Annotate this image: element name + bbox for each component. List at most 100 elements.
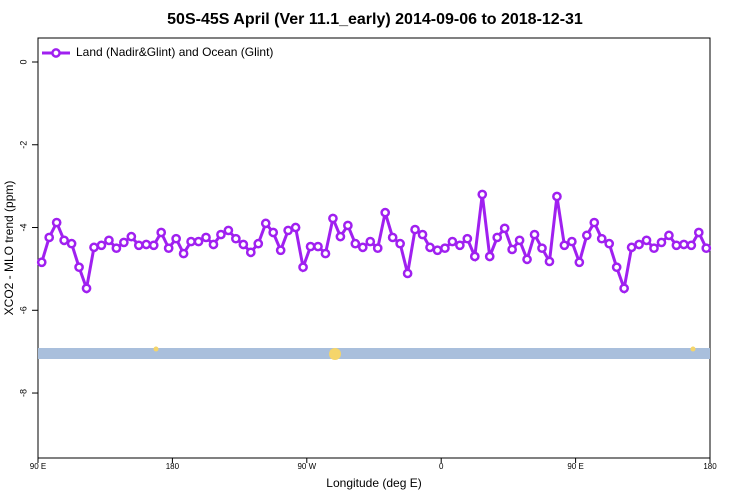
surface-spot [153,346,159,352]
point [559,240,570,251]
point [604,238,615,249]
point [59,235,69,246]
point [589,217,600,228]
point [507,244,517,255]
point [171,233,181,244]
point [275,245,286,256]
point [51,217,62,228]
point [693,227,704,238]
point [671,240,682,251]
point [619,283,629,294]
point [649,243,659,254]
point [268,227,279,238]
point [320,248,331,259]
y-axis-label: XCO2 - MLO trend (ppm) [2,181,16,316]
point [201,232,211,243]
surface-spot [690,346,696,352]
point [148,240,159,251]
point [111,243,122,254]
point [492,232,503,243]
legend-label: Land (Nadir&Glint) and Ocean (Glint) [76,45,273,59]
point [514,235,525,246]
point [402,268,413,279]
point [484,251,495,262]
point [440,243,450,254]
point [455,240,465,251]
point [335,231,346,242]
point [66,238,77,249]
point [290,222,301,233]
point [656,237,667,248]
y-tick-label: -4 [18,224,28,232]
x-tick-label: 0 [439,462,444,471]
point [395,238,405,249]
point [44,232,55,243]
chart-title: 50S-45S April (Ver 11.1_early) 2014-09-0… [167,11,583,28]
point [380,207,391,218]
point [141,239,152,250]
point [537,243,547,254]
point [477,189,488,200]
point [410,224,420,235]
point [581,230,592,241]
point [626,242,637,253]
point [178,248,189,259]
point [298,262,308,273]
x-tick-label: 90 E [567,462,583,471]
point [425,242,435,253]
point [387,232,398,243]
point [313,241,323,252]
y-tick-label: -2 [18,141,28,149]
surface-spot [329,348,341,360]
x-axis-label: Longitude (deg E) [326,476,421,490]
point [567,236,577,247]
point [701,243,712,254]
point [679,239,689,250]
point [238,239,249,250]
point [81,283,92,294]
point [664,230,674,241]
point [499,223,510,234]
legend-marker [51,48,61,58]
point [231,233,241,244]
point [96,240,107,251]
y-tick-label: -8 [18,389,28,397]
point [350,238,361,249]
point [253,238,264,249]
point [462,233,473,244]
point [89,242,99,253]
point [343,220,353,231]
point [186,236,196,247]
y-tick-label: -6 [18,306,28,314]
point [245,247,256,258]
point [223,225,234,236]
point [133,240,144,251]
point [74,262,84,273]
point [36,257,47,268]
point [193,236,204,247]
surface-band [38,348,710,359]
x-tick-label: 180 [703,462,717,471]
point [119,237,129,248]
y-tick-label: 0 [18,59,28,64]
x-tick-label: 90 E [30,462,46,471]
point [634,239,644,250]
point [260,218,271,229]
point [305,241,316,252]
point [156,227,167,238]
point [283,225,293,236]
point [417,229,428,240]
point [126,231,137,242]
point [357,242,368,253]
point [574,257,585,268]
point [469,251,480,262]
point [529,229,540,240]
point [365,236,376,247]
point [163,243,174,254]
x-tick-label: 180 [166,462,180,471]
point [328,213,338,224]
point [552,191,562,202]
x-tick-label: 90 W [297,462,316,471]
point [596,233,607,244]
